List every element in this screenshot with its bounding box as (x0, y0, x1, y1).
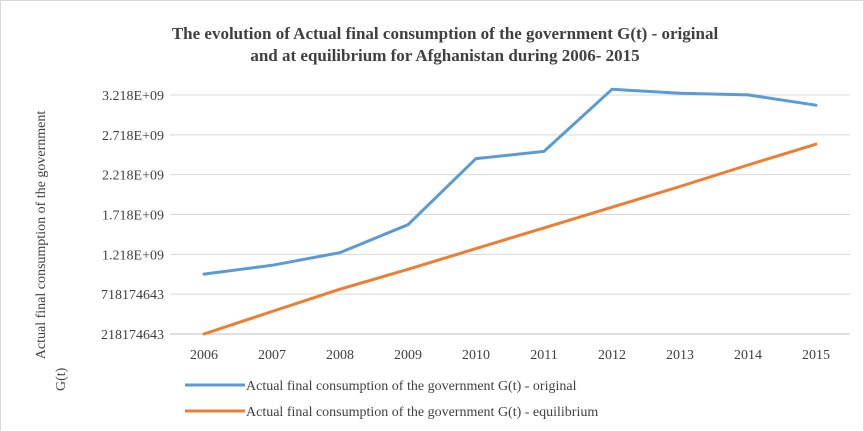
x-tick-label: 2013 (666, 348, 694, 363)
series-lines (202, 87, 818, 336)
x-tick-label: 2014 (734, 348, 762, 363)
chart-title-line-1: The evolution of Actual final consumptio… (172, 24, 719, 43)
x-tick-label: 2011 (530, 348, 557, 363)
y-tick-label: 1.218E+09 (102, 248, 164, 263)
x-axis-tick-labels: 2006 2007 2008 2009 2010 2011 2012 2013 2014 2015 (190, 348, 830, 363)
x-tick-label: 2006 (190, 348, 218, 363)
x-tick-label: 2009 (394, 348, 422, 363)
y-axis-title: Actual final consumption of the governme… (34, 111, 69, 391)
legend-entry-label: Actual final consumption of the governme… (246, 405, 598, 420)
series-original-line (202, 87, 818, 276)
y-tick-label: 3.218E+09 (102, 89, 164, 104)
y-axis-title-line-1: Actual final consumption of the governme… (34, 111, 49, 360)
y-tick-label: 2.718E+09 (102, 129, 164, 144)
y-axis-title-line-2: G(t) (54, 367, 69, 391)
x-tick-label: 2010 (462, 348, 490, 363)
y-axis-tick-labels: 218174643 718174643 1.218E+09 1.718E+09 2.21… (101, 89, 164, 343)
y-tick-label: 2.218E+09 (102, 169, 164, 184)
legend: Actual final consumption of the governme… (185, 379, 598, 420)
x-tick-label: 2007 (258, 348, 286, 363)
gridlines (170, 94, 850, 335)
y-tick-label: 218174643 (101, 328, 164, 343)
y-tick-label: 1.718E+09 (102, 209, 164, 224)
chart-title-line-2: and at equilibrium for Afghanistan durin… (250, 46, 639, 65)
x-tick-label: 2008 (326, 348, 354, 363)
legend-entry-label: Actual final consumption of the governme… (246, 379, 577, 394)
x-tick-label: 2012 (598, 348, 626, 363)
x-tick-label: 2015 (802, 348, 830, 363)
series-equilibrium-line (202, 142, 818, 336)
y-tick-label: 718174643 (101, 288, 164, 303)
